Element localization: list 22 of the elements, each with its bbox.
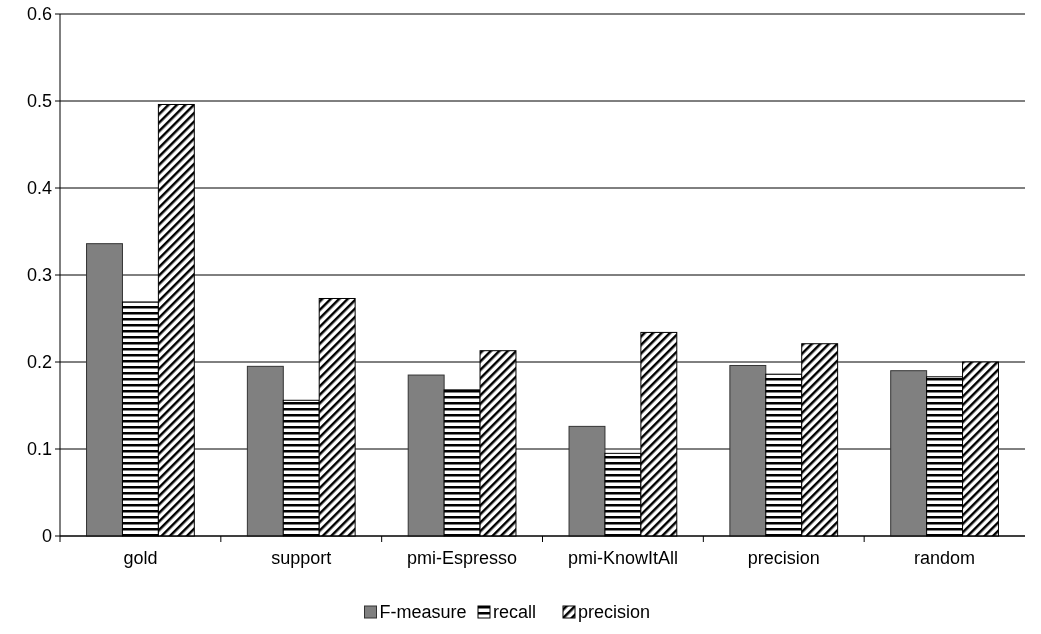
- y-tick-label: 0.4: [26, 178, 52, 199]
- x-tick-label: gold: [123, 548, 158, 568]
- y-tick-label: 0.5: [26, 91, 52, 112]
- bar: [246, 365, 284, 537]
- y-tick-label: 0.6: [26, 4, 52, 25]
- x-tick-label: support: [271, 548, 332, 568]
- x-tick-label: pmi-Espresso: [407, 548, 518, 568]
- bar: [407, 374, 445, 537]
- bar: [86, 243, 123, 537]
- legend-label: precision: [578, 602, 651, 623]
- bar: [890, 370, 928, 537]
- y-tick-label: 0.3: [26, 265, 52, 286]
- legend-label: F-measure: [379, 602, 467, 623]
- y-tick-label: 0: [41, 526, 52, 547]
- bar: [729, 364, 767, 537]
- x-tick-label: pmi-KnowItAll: [567, 548, 678, 568]
- x-tick-label: precision: [747, 548, 820, 568]
- legend-label: recall: [493, 602, 537, 623]
- y-tick-label: 0.2: [26, 352, 52, 373]
- bar: [568, 425, 606, 537]
- y-tick-label: 0.1: [26, 439, 52, 460]
- x-tick-label: random: [914, 548, 976, 568]
